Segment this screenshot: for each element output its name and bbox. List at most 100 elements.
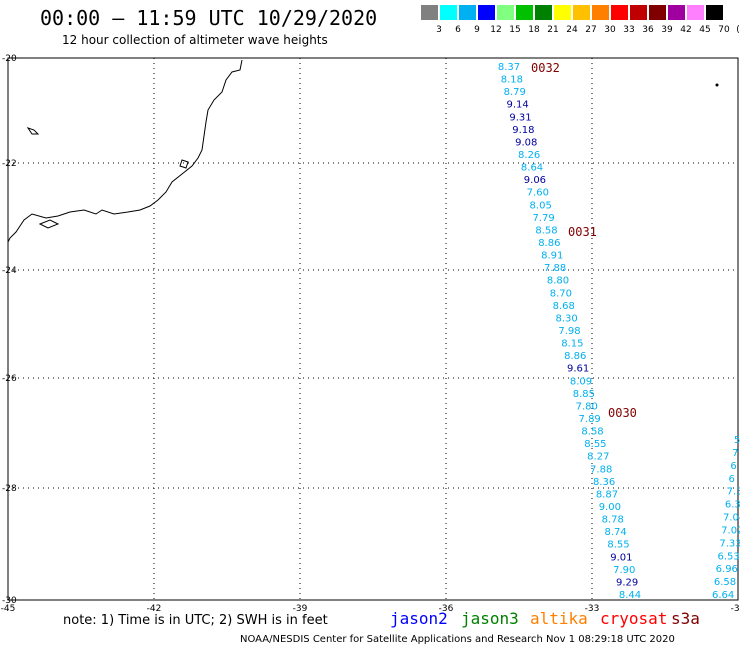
scale-label: 24 [566,25,578,35]
swh-value: 6.58 [714,577,736,588]
legend-s3a: s3a [671,609,700,628]
swh-value: 7.89 [579,414,601,425]
scale-swatch [421,5,438,20]
swh-value: 8.30 [555,313,577,324]
swh-value: 8.74 [604,527,626,538]
marker-dot [715,83,719,87]
swh-value: 8.86 [564,351,586,362]
note-text: note: 1) Time is in UTC; 2) SWH is in fe… [63,613,328,628]
swh-value: 7.33 [719,538,740,549]
swh-value: 8.86 [538,238,560,249]
swh-value: 7.90 [613,565,635,576]
swh-value: 8.55 [607,540,629,551]
swh-value: 8.27 [587,452,609,463]
swh-value: 8.58 [581,427,603,438]
scale-swatch [611,5,628,20]
swh-value: 9.01 [610,552,632,563]
scale-label: 30 [604,25,616,35]
legend-cryosat: cryosat [600,609,668,628]
scale-label: 6 [455,25,461,35]
pass-time-label: 0031 [568,225,597,239]
scale-swatch [649,5,666,20]
swh-value: 7.88 [590,464,612,475]
swh-value: 6 [729,474,735,485]
scale-label: 15 [509,25,521,35]
swh-value: 8.87 [596,489,618,500]
scale-swatch [516,5,533,20]
scale-swatch [497,5,514,20]
lon-label: -36 [439,604,454,614]
scale-swatch [478,5,495,20]
swh-value: 9.14 [507,100,529,111]
coastline [7,59,243,243]
scale-swatch [592,5,609,20]
swh-value: 8.05 [530,200,552,211]
pass-time-label: 0032 [531,61,560,75]
swh-value: 9.00 [599,502,621,513]
swh-value: 9.29 [616,577,638,588]
swh-value: 8.44 [619,590,641,601]
lat-label: -24 [2,266,17,276]
track-values-2: 5 7 6 6 7.3 6.31 7.047.02 7.33 6.53 6.96 6.58 6.64 [712,435,740,601]
swh-value: 6.96 [716,564,738,575]
legend-altika: altika [530,609,588,628]
scale-label: 12 [490,25,502,35]
swh-value: 6.53 [718,551,740,562]
swh-value: 9.61 [567,364,589,375]
scale-label: 18 [528,25,540,35]
map-frame [7,57,739,601]
scale-swatch [668,5,685,20]
swh-value: 5 [734,435,740,446]
scale-swatch [573,5,590,20]
scale-swatch [440,5,457,20]
swh-value: 8.64 [521,163,543,174]
lon-label: -33 [585,604,600,614]
swh-value: 9.08 [515,137,537,148]
swh-value: 7.79 [532,213,554,224]
lon-label: -30 [731,604,740,614]
swh-value: 6 [730,461,736,472]
lat-label: -26 [2,374,17,384]
swh-value: 8.91 [541,251,563,262]
island [26,127,40,135]
swh-value: 8.18 [501,75,523,86]
map-title: 00:00 – 11:59 UTC 10/29/2020 [40,6,378,30]
swh-value: 7 [732,448,738,459]
swh-value: 6.31 [725,500,740,511]
scale-label: 36 [642,25,654,35]
swh-value: 7.88 [544,263,566,274]
swh-value: 7.3 [727,487,740,498]
swh-value: 7.02 [721,525,740,536]
scale-label: 21 [547,25,559,35]
scale-swatch [554,5,571,20]
scale-label: 3 [436,25,442,35]
swh-value: 8.78 [602,515,624,526]
lon-label: -45 [1,604,16,614]
legend-jason3: jason3 [461,609,519,628]
lagoon [38,219,60,229]
scale-label: 39 [661,25,673,35]
lat-label: -30 [2,596,17,606]
scale-label: 45 [699,25,711,35]
swh-value: 8.37 [498,62,520,73]
scale-swatch [459,5,476,20]
swh-value: 8.58 [535,225,557,236]
legend-jason2: jason2 [390,609,448,628]
pass-times: 0032 0031 0030 [531,61,637,420]
footer-credit: NOAA/NESDIS Center for Satellite Applica… [240,634,675,645]
scale-swatch [535,5,552,20]
map-subtitle: 12 hour collection of altimeter wave hei… [62,33,328,47]
scale-label: 9 [474,25,480,35]
swh-value: 8.80 [547,276,569,287]
swh-value: 7.04 [723,513,740,524]
swh-value: 8.68 [553,301,575,312]
swh-value: 8.55 [584,439,606,450]
lat-label: -22 [2,159,17,169]
swh-value: 7.98 [558,326,580,337]
scale-swatch [630,5,647,20]
swh-value: 8.15 [561,339,583,350]
scale-label: (ft) [736,25,740,35]
swh-value: 8.79 [504,87,526,98]
island [179,159,189,169]
